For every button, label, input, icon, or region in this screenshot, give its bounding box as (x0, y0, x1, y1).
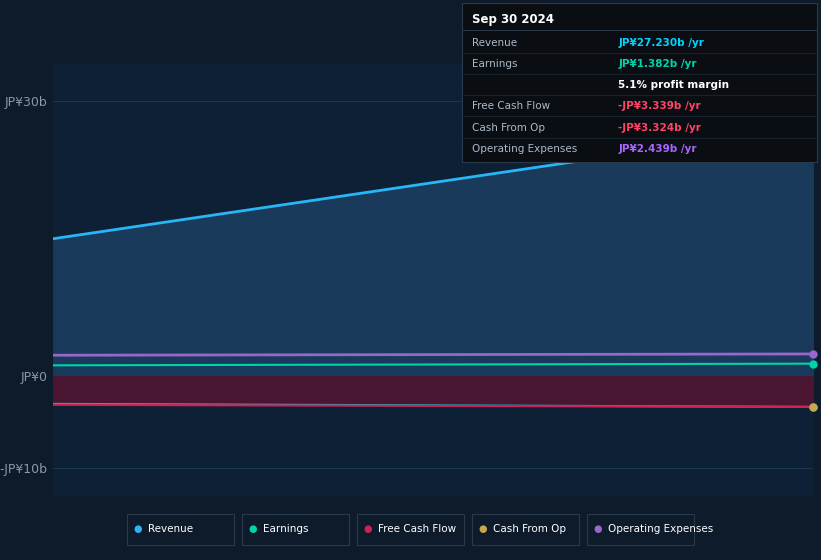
Text: JP¥1.382b /yr: JP¥1.382b /yr (618, 59, 697, 69)
Text: ●: ● (364, 524, 372, 534)
Text: ●: ● (134, 524, 142, 534)
Text: Revenue: Revenue (472, 38, 517, 48)
Text: -JP¥3.339b /yr: -JP¥3.339b /yr (618, 101, 701, 111)
Text: JP¥27.230b /yr: JP¥27.230b /yr (618, 38, 704, 48)
Text: Sep 30 2024: Sep 30 2024 (472, 13, 554, 26)
Text: Cash From Op: Cash From Op (472, 123, 545, 133)
Text: Earnings: Earnings (263, 524, 308, 534)
Text: Operating Expenses: Operating Expenses (608, 524, 713, 534)
Text: Revenue: Revenue (148, 524, 193, 534)
Text: 5.1% profit margin: 5.1% profit margin (618, 80, 729, 90)
Text: JP¥2.439b /yr: JP¥2.439b /yr (618, 144, 697, 154)
Text: Free Cash Flow: Free Cash Flow (378, 524, 456, 534)
Text: ●: ● (479, 524, 487, 534)
Text: Cash From Op: Cash From Op (493, 524, 566, 534)
Text: Free Cash Flow: Free Cash Flow (472, 101, 550, 111)
Text: -JP¥3.324b /yr: -JP¥3.324b /yr (618, 123, 701, 133)
Text: Operating Expenses: Operating Expenses (472, 144, 577, 154)
Text: ●: ● (594, 524, 602, 534)
Text: ●: ● (249, 524, 257, 534)
Text: Earnings: Earnings (472, 59, 517, 69)
